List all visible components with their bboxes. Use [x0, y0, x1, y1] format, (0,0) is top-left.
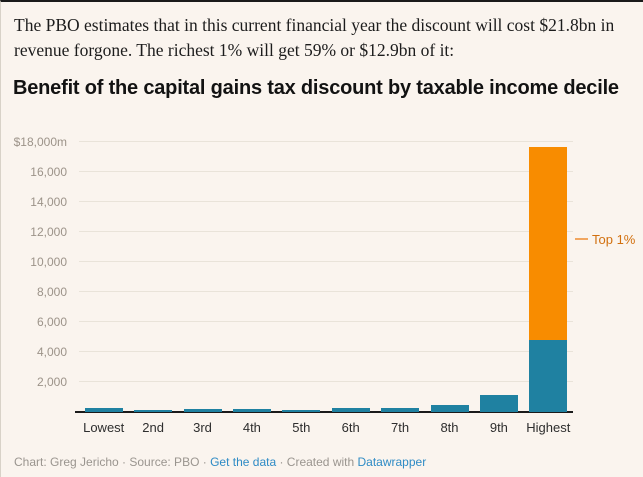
datawrapper-link[interactable]: Datawrapper [357, 455, 427, 469]
bar-6th [331, 408, 370, 412]
x-tick-label: Lowest [83, 420, 125, 435]
bar-segment-rest-of-decile [331, 408, 370, 412]
x-tick-label: 3rd [193, 420, 212, 435]
bar-segment-rest-of-decile [479, 394, 518, 412]
y-gridline [79, 291, 573, 292]
bar-9th [479, 394, 518, 412]
footer-created-with: · Created with [276, 455, 358, 469]
y-gridline [79, 171, 573, 172]
bar-8th [430, 405, 469, 412]
bar-segment-rest-of-decile [381, 407, 420, 412]
chart-title: Benefit of the capital gains tax discoun… [13, 77, 619, 99]
y-tick-label: 4,000 [36, 345, 67, 359]
top1pct-annotation-label: Top 1% [592, 231, 636, 247]
bar-segment-rest-of-decile [430, 405, 469, 412]
x-tick-label: 9th [489, 420, 508, 435]
chart: 2,000 4,000 6,000 8,000 10,000 12,000 14,000 16… [1, 135, 643, 440]
y-gridline [79, 261, 573, 262]
bar-3rd [183, 409, 222, 412]
y-gridline [79, 141, 573, 142]
bar-segment-rest-of-decile [282, 409, 321, 412]
y-gridline [79, 201, 573, 202]
bar-segment-rest-of-decile [232, 409, 271, 412]
bar-segment-rest-of-decile [134, 409, 173, 412]
bar-4th [232, 409, 271, 412]
bar-7th [381, 407, 420, 412]
y-tick-label: 16,000 [30, 165, 67, 179]
x-tick-label: 6th [341, 420, 360, 435]
footer-credit: Chart: Greg Jericho · Source: PBO · [14, 455, 211, 469]
y-gridline [79, 231, 573, 232]
x-tick-label: Highest [526, 420, 571, 435]
x-tick-label: 7th [391, 420, 410, 435]
y-tick-label: 14,000 [30, 195, 67, 209]
top1pct-annotation-line [575, 237, 588, 240]
y-tick-label: 12,000 [30, 225, 67, 239]
x-tick-label: 4th [242, 420, 261, 435]
bar-2nd [134, 409, 173, 412]
plot-area: 2,000 4,000 6,000 8,000 10,000 12,000 14,000 16… [14, 135, 635, 413]
bar-segment-rest-of-decile [84, 407, 123, 412]
bar-5th [282, 409, 321, 412]
intro-text: The PBO estimates that in this current f… [14, 15, 615, 60]
bar-highest [529, 146, 568, 412]
y-gridline [79, 321, 573, 322]
bar-segment-rest-of-decile [529, 340, 568, 412]
x-tick-label: 5th [292, 420, 311, 435]
y-tick-label: 2,000 [36, 375, 67, 389]
y-tick-label: $18,000m [13, 135, 67, 149]
y-tick-label: 8,000 [36, 285, 67, 299]
footer: Chart: Greg Jericho · Source: PBO · Get … [14, 455, 634, 469]
x-axis-line [75, 411, 573, 413]
bar-segment-top-1-percent [529, 146, 568, 340]
bar-lowest [84, 407, 123, 412]
get-the-data-link[interactable]: Get the data [210, 455, 277, 469]
x-tick-label: 8th [440, 420, 459, 435]
x-tick-label: 2nd [142, 420, 164, 435]
y-gridline [79, 351, 573, 352]
y-tick-label: 10,000 [30, 255, 67, 269]
y-tick-label: 6,000 [36, 315, 67, 329]
bar-segment-rest-of-decile [183, 409, 222, 412]
y-gridline [79, 381, 573, 382]
